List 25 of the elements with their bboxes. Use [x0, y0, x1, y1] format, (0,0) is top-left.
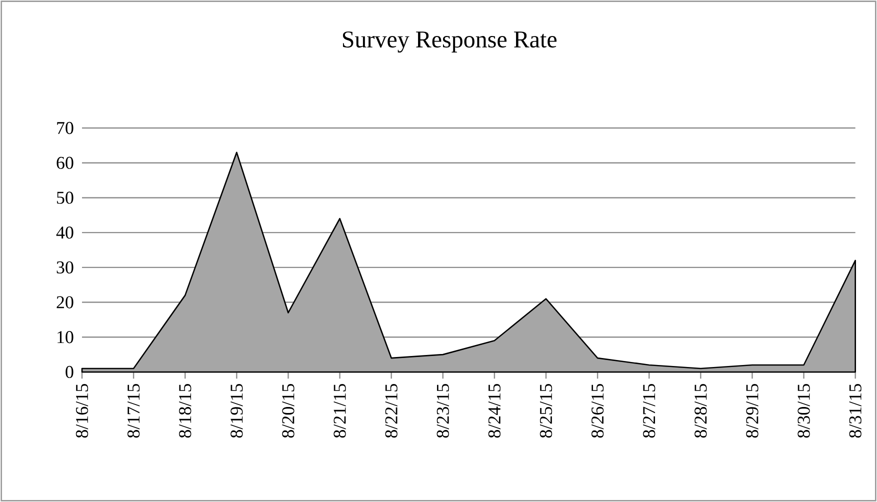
x-tick-label: 8/23/15 — [436, 384, 449, 438]
y-tick-label: 0 — [66, 366, 74, 378]
x-tick-label: 8/19/15 — [230, 384, 243, 438]
y-tick-label: 30 — [56, 261, 74, 274]
y-tick-label: 50 — [57, 192, 74, 204]
x-tick-label: 8/25/15 — [540, 384, 552, 438]
x-tick-label: 8/28/15 — [694, 384, 707, 438]
x-tick-label: 8/18/15 — [179, 384, 192, 438]
y-tick-label: 60 — [56, 156, 74, 169]
y-tick-label: 10 — [58, 331, 74, 344]
y-tick-label: 20 — [56, 296, 74, 308]
chart-title: Survey Response Rate — [342, 31, 557, 53]
y-tick-label: 70 — [57, 122, 74, 134]
y-tick-label: 40 — [56, 226, 74, 239]
x-tick-label: 8/21/15 — [334, 384, 346, 438]
x-tick-label: 8/30/15 — [798, 384, 810, 438]
x-tick-label: 8/24/15 — [488, 384, 501, 438]
x-tick-label: 8/29/15 — [746, 384, 758, 438]
x-tick-label: 8/20/15 — [282, 384, 294, 438]
x-tick-label: 8/27/15 — [643, 384, 656, 438]
x-tick-label: 8/22/15 — [385, 384, 398, 438]
x-tick-label: 8/16/15 — [76, 384, 88, 438]
x-tick-label: 8/26/15 — [591, 384, 604, 438]
x-tick-label: 8/31/15 — [849, 384, 862, 438]
x-tick-label: 8/17/15 — [127, 384, 140, 438]
